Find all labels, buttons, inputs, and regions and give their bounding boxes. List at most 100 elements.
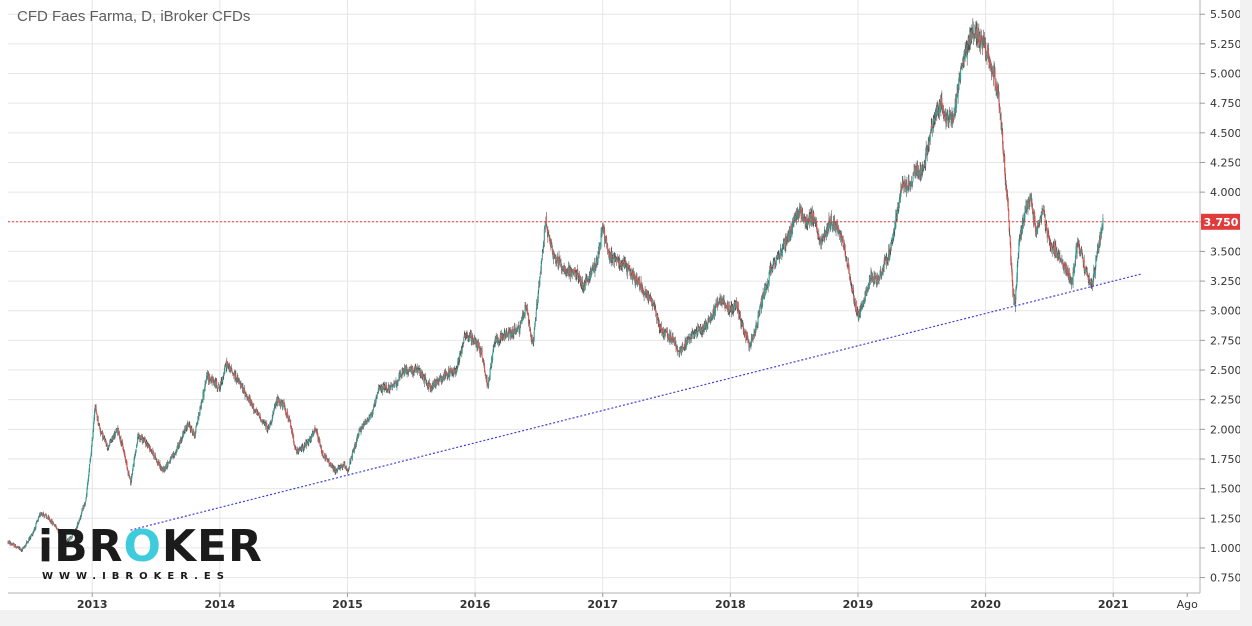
candle xyxy=(144,437,146,444)
candle-body xyxy=(159,462,161,469)
candle xyxy=(651,296,653,306)
candle xyxy=(216,384,218,392)
candle-body xyxy=(38,516,40,518)
candle-body xyxy=(267,426,269,431)
candle-body xyxy=(575,274,577,278)
candle-body xyxy=(661,330,663,334)
candle xyxy=(662,326,664,339)
candle-body xyxy=(389,385,391,390)
candle xyxy=(246,393,248,402)
candle-body xyxy=(38,515,40,517)
candle-body xyxy=(317,438,319,441)
candle xyxy=(241,383,243,387)
candle-body xyxy=(613,255,615,258)
candle-body xyxy=(732,305,734,311)
candle-body xyxy=(251,399,253,404)
candle-body xyxy=(123,450,126,456)
candle xyxy=(750,333,753,347)
candle-body xyxy=(512,333,514,337)
candle-body xyxy=(783,239,785,241)
candle xyxy=(337,467,339,472)
candle xyxy=(105,438,107,441)
candle-body xyxy=(267,425,269,428)
candle-body xyxy=(103,436,105,438)
candle-body xyxy=(391,384,393,388)
candle xyxy=(648,293,650,302)
candle-body xyxy=(779,249,781,257)
candle-body xyxy=(144,439,146,443)
candle-body xyxy=(384,385,386,389)
candle-body xyxy=(673,339,675,341)
candle-body xyxy=(498,342,500,344)
candle-body xyxy=(396,382,399,385)
candle-body xyxy=(489,375,491,380)
candle-body xyxy=(212,379,214,381)
candle-body xyxy=(754,333,756,336)
candle-body xyxy=(124,456,127,461)
candle-body xyxy=(140,435,142,439)
candle xyxy=(609,250,611,264)
candle xyxy=(431,382,433,391)
candle-body xyxy=(556,257,559,260)
candle xyxy=(231,367,233,372)
candle xyxy=(347,468,349,473)
candle-body xyxy=(467,338,469,341)
candle-body xyxy=(818,233,820,238)
candle xyxy=(472,337,474,346)
candle xyxy=(655,310,657,317)
candle xyxy=(541,249,543,261)
candle xyxy=(583,279,585,292)
candle-body xyxy=(337,468,339,471)
candle xyxy=(821,236,823,245)
candle-body xyxy=(680,347,682,353)
candle-body xyxy=(262,422,264,424)
candle xyxy=(604,227,606,248)
candle-body xyxy=(451,370,453,374)
candle xyxy=(439,372,442,379)
candle xyxy=(491,355,493,368)
candle-body xyxy=(317,434,319,440)
candle-body xyxy=(296,449,298,455)
candle xyxy=(605,236,607,244)
candle xyxy=(135,448,137,454)
candle xyxy=(97,415,99,426)
candle xyxy=(845,250,847,262)
candle xyxy=(527,312,529,315)
candle-body xyxy=(837,221,839,233)
candle xyxy=(293,434,295,445)
candle-body xyxy=(100,430,102,434)
candle-body xyxy=(755,324,757,331)
candle-body xyxy=(424,374,426,379)
candle-body xyxy=(577,270,579,277)
candle-body xyxy=(334,468,336,473)
candle xyxy=(811,205,813,223)
candle xyxy=(128,470,130,478)
candle-body xyxy=(682,344,684,349)
candle-body xyxy=(313,430,315,435)
candle xyxy=(521,309,524,322)
candle-body xyxy=(287,415,289,419)
candle xyxy=(223,371,225,380)
candle xyxy=(217,386,219,389)
candle-body xyxy=(798,213,800,217)
candle xyxy=(265,421,267,430)
candle xyxy=(387,388,389,393)
candle-body xyxy=(179,441,181,448)
candle-body xyxy=(485,374,487,376)
candle xyxy=(541,257,543,264)
candle-body xyxy=(128,476,131,478)
candle xyxy=(9,541,12,545)
candle-body xyxy=(428,382,430,386)
candle-body xyxy=(185,427,187,430)
candle-body xyxy=(668,339,670,340)
candle xyxy=(418,365,420,371)
candle-body xyxy=(188,424,190,425)
candle-body xyxy=(80,512,82,517)
candle xyxy=(555,254,557,267)
candle xyxy=(438,379,440,387)
candle-body xyxy=(527,308,529,314)
candle-body xyxy=(589,272,591,280)
candle-body xyxy=(135,449,137,452)
candle xyxy=(78,519,80,525)
candle xyxy=(238,377,240,383)
